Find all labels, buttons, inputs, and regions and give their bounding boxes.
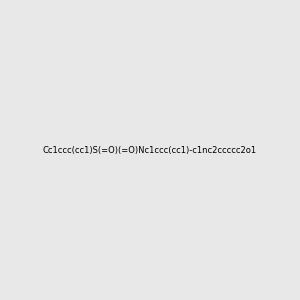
Text: Cc1ccc(cc1)S(=O)(=O)Nc1ccc(cc1)-c1nc2ccccc2o1: Cc1ccc(cc1)S(=O)(=O)Nc1ccc(cc1)-c1nc2ccc… bbox=[43, 146, 257, 154]
